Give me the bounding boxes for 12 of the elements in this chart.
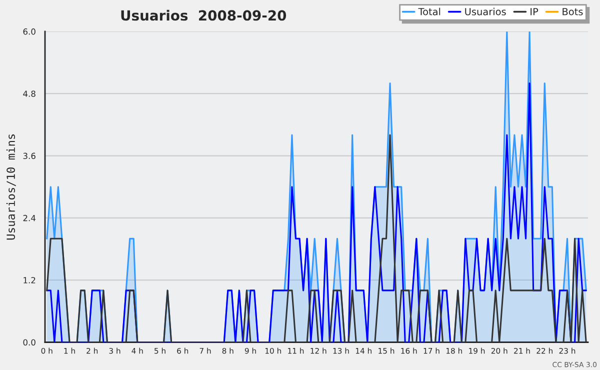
y-tick-label: 2.4	[23, 214, 36, 222]
legend-label: IP	[530, 8, 538, 16]
y-tick-label: 4.8	[23, 90, 36, 97]
y-tick-label: 6.0	[23, 28, 36, 35]
legend-label: Total	[418, 8, 440, 16]
y-tick-label: 3.6	[23, 152, 36, 160]
y-tick-label: 0.0	[23, 339, 36, 346]
y-tick-label: 1.2	[24, 277, 36, 284]
chart-title: Usuarios 2008-09-20	[121, 10, 286, 21]
legend-label: Bots	[562, 8, 583, 16]
legend-label: Usuarios	[465, 8, 506, 16]
y-axis-title: Usuarios/10 mins	[6, 134, 16, 240]
